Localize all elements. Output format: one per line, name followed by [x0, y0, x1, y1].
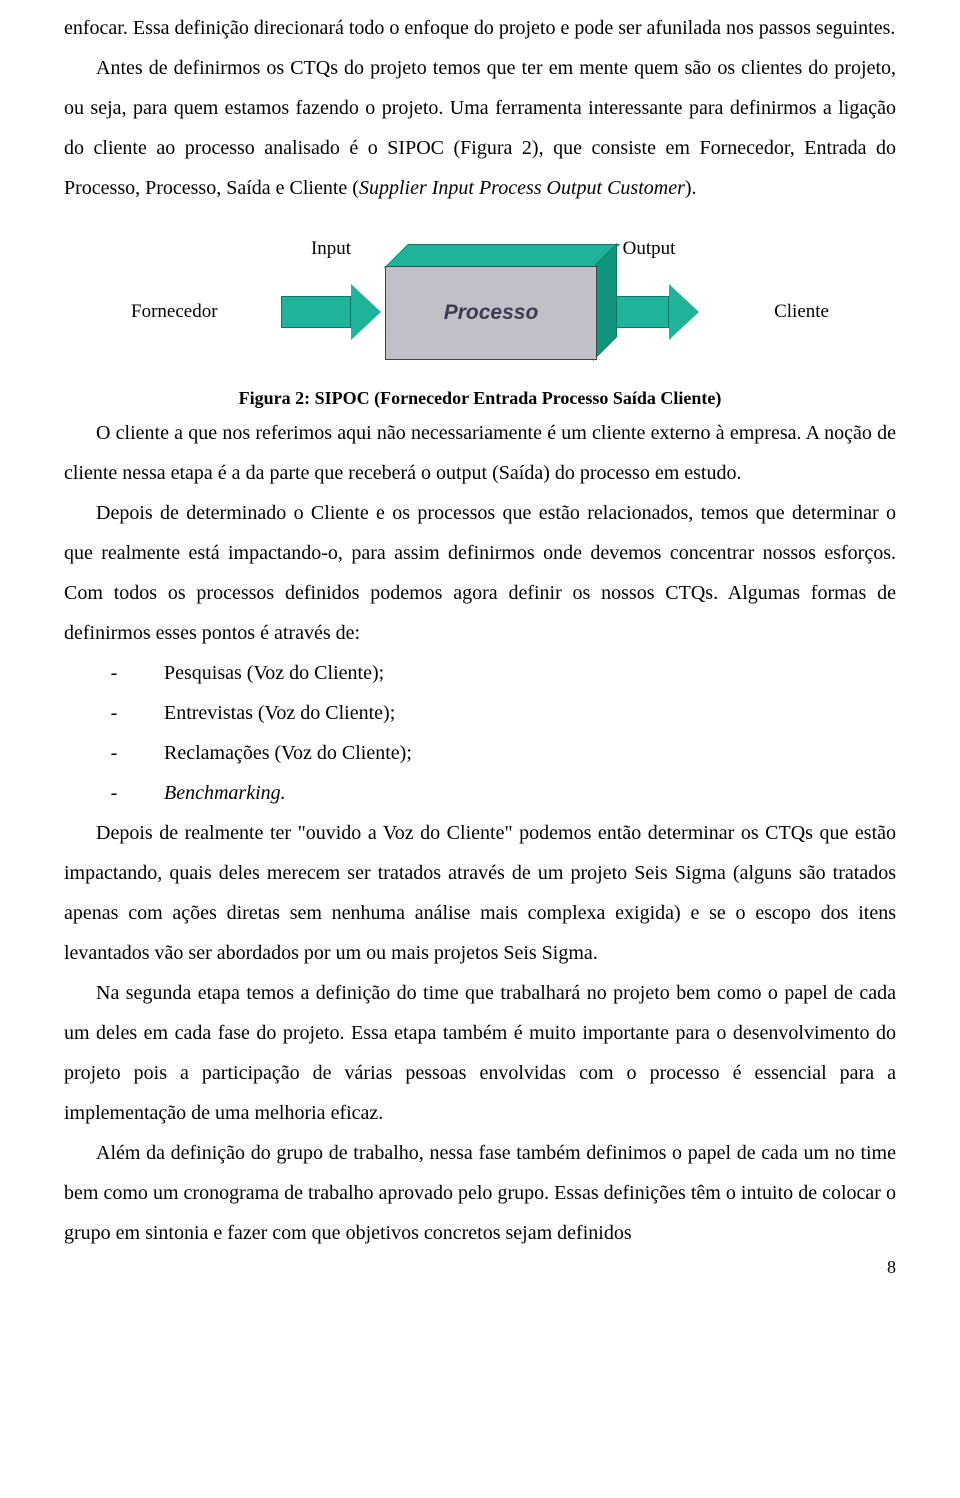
list-item: - Entrevistas (Voz do Cliente);	[64, 693, 896, 733]
list-item: - Pesquisas (Voz do Cliente);	[64, 653, 896, 693]
bullet-list: - Pesquisas (Voz do Cliente); - Entrevis…	[64, 653, 896, 813]
paragraph-7: Além da definição do grupo de trabalho, …	[64, 1133, 896, 1253]
list-item-text: Entrevistas (Voz do Cliente);	[164, 693, 896, 733]
arrow-input	[281, 284, 381, 340]
list-item: - Benchmarking.	[64, 773, 896, 813]
figure-caption: Figura 2: SIPOC (Fornecedor Entrada Proc…	[64, 388, 896, 409]
page-number: 8	[64, 1257, 896, 1278]
list-dash: -	[64, 693, 164, 733]
list-item-text: Benchmarking.	[164, 773, 896, 813]
paragraph-2-end: ).	[685, 177, 697, 199]
fig-label-input: Input	[281, 238, 381, 260]
fig-label-fornecedor: Fornecedor	[131, 301, 281, 323]
paragraph-2-italic: Supplier Input Process Output Customer	[359, 177, 685, 199]
sipoc-figure: Input Output Fornecedor Processo Cliente	[120, 238, 840, 358]
list-item-text: Reclamações (Voz do Cliente);	[164, 733, 896, 773]
list-dash: -	[64, 733, 164, 773]
list-item: - Reclamações (Voz do Cliente);	[64, 733, 896, 773]
paragraph-4: Depois de determinado o Cliente e os pro…	[64, 493, 896, 653]
paragraph-1: enfocar. Essa definição direcionará todo…	[64, 8, 896, 48]
paragraph-5: Depois de realmente ter "ouvido a Voz do…	[64, 813, 896, 973]
fig-label-cliente: Cliente	[699, 301, 829, 323]
list-item-text: Pesquisas (Voz do Cliente);	[164, 653, 896, 693]
process-box: Processo	[385, 266, 595, 358]
list-dash: -	[64, 653, 164, 693]
paragraph-2: Antes de definirmos os CTQs do projeto t…	[64, 48, 896, 208]
process-box-label: Processo	[385, 266, 597, 360]
paragraph-3: O cliente a que nos referimos aqui não n…	[64, 413, 896, 493]
document-page: enfocar. Essa definição direcionará todo…	[0, 0, 960, 1294]
list-dash: -	[64, 773, 164, 813]
paragraph-6: Na segunda etapa temos a definição do ti…	[64, 973, 896, 1133]
